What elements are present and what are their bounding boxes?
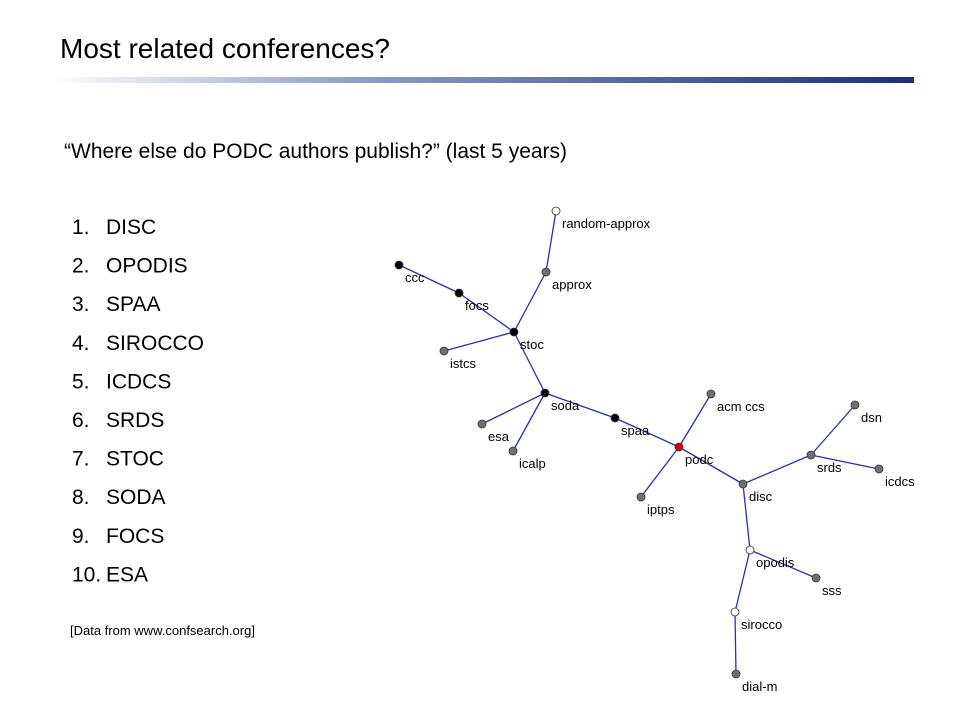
list-name: ICDCS (106, 370, 171, 393)
slide-title: Most related conferences? (60, 33, 390, 64)
node (541, 267, 551, 277)
edge (810, 454, 880, 470)
node-label: srds (817, 460, 842, 475)
list-number: 1. (72, 216, 90, 239)
node (745, 545, 755, 555)
node-label: istcs (450, 356, 477, 371)
node-label: stoc (520, 337, 544, 352)
node-label: disc (749, 489, 773, 504)
list-number: 8. (72, 486, 90, 509)
list-name: SODA (106, 486, 166, 509)
list-number: 4. (72, 332, 90, 355)
node-label: esa (488, 429, 510, 444)
title-rule (50, 77, 914, 83)
node (706, 389, 716, 399)
list-name: ESA (106, 563, 148, 586)
edge (749, 549, 817, 579)
edge (742, 454, 812, 485)
nodes: random-approx approx ccc focs stoc istcs soda s… (394, 206, 915, 694)
edge (734, 611, 737, 675)
list-name: OPODIS (106, 255, 188, 278)
list-number: 10. (72, 563, 101, 586)
edge (734, 549, 751, 613)
node (730, 607, 740, 617)
node (874, 464, 884, 474)
list-name: DISC (106, 216, 156, 239)
list-number: 5. (72, 370, 90, 393)
node-label: ccc (405, 270, 425, 285)
node-label: spaa (621, 423, 650, 438)
node (551, 206, 561, 216)
node-label: dial-m (742, 679, 777, 694)
edge (810, 404, 856, 456)
node-label: soda (551, 398, 580, 413)
node (811, 573, 821, 583)
list-name: SRDS (106, 409, 164, 432)
list-name: SPAA (106, 293, 160, 316)
node-label: iptps (647, 502, 675, 517)
node (731, 669, 741, 679)
node (477, 419, 487, 429)
list-number: 3. (72, 293, 90, 316)
list-number: 7. (72, 448, 90, 471)
edge (678, 446, 744, 485)
edge (443, 331, 515, 352)
node (394, 260, 404, 270)
node (738, 479, 748, 489)
ranked-list: 1. DISC 2. OPODIS 3. SPAA 4. SIROCCO 5. ICDCS 6. SR… (72, 216, 204, 586)
edge (512, 392, 546, 452)
node (508, 446, 518, 456)
edge (614, 417, 680, 448)
node-label: sss (822, 583, 842, 598)
edge (678, 393, 712, 448)
node (439, 346, 449, 356)
node (850, 400, 860, 410)
list-number: 6. (72, 409, 90, 432)
edge (545, 210, 557, 273)
source-note: [Data from www.confsearch.org] (70, 623, 255, 638)
edge (481, 392, 546, 425)
node (610, 413, 620, 423)
node-label: podc (685, 452, 714, 467)
list-name: STOC (106, 448, 164, 471)
node (540, 388, 550, 398)
list-name: SIROCCO (106, 332, 204, 355)
list-name: FOCS (106, 525, 164, 548)
node (806, 450, 816, 460)
node-label: dsn (861, 410, 882, 425)
node-label: approx (552, 277, 592, 292)
node-label: random-approx (562, 216, 651, 231)
node-label: opodis (756, 555, 795, 570)
node (636, 492, 646, 502)
edge (640, 446, 680, 498)
edge (513, 271, 547, 333)
edge (398, 264, 460, 294)
node (454, 288, 464, 298)
subtitle: “Where else do PODC authors publish?” (l… (64, 140, 567, 163)
node-label: acm ccs (717, 399, 765, 414)
edge (458, 292, 515, 333)
node-label: icdcs (885, 474, 915, 489)
list-number: 2. (72, 255, 90, 278)
node (509, 327, 519, 337)
edges (398, 210, 880, 675)
edge (544, 392, 616, 419)
node-label: sirocco (741, 617, 782, 632)
list-number: 9. (72, 525, 90, 548)
edge (742, 483, 751, 551)
node (674, 442, 684, 452)
node-label: icalp (519, 456, 546, 471)
edge (513, 331, 546, 394)
node-label: focs (465, 298, 489, 313)
